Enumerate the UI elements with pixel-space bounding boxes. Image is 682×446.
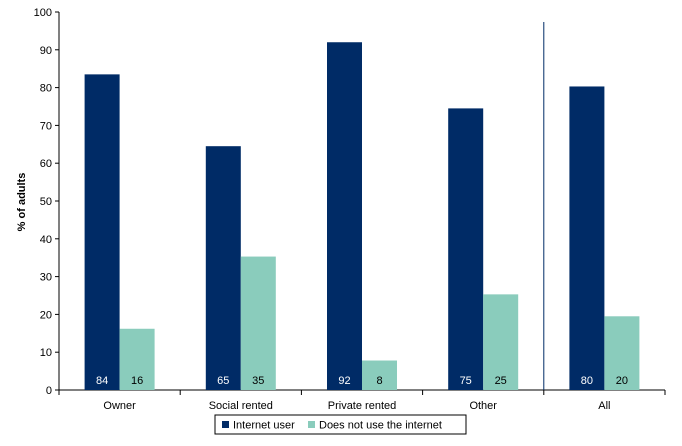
y-tick-label: 90 [40,45,52,57]
y-tick-label: 70 [40,120,52,132]
legend: Internet user Does not use the internet [214,414,467,435]
category-label: Owner [103,400,136,412]
bar-non-user [483,294,519,390]
y-tick-label: 10 [40,347,52,359]
bars [84,42,640,391]
data-label: 92 [338,375,350,387]
category-label: Other [469,400,497,412]
y-axis: 0 10 20 30 40 50 60 70 80 90 100 [34,7,60,397]
data-label: 16 [131,375,143,387]
data-label: 84 [96,375,108,387]
y-tick-label: 20 [40,309,52,321]
bar-non-user [240,256,276,390]
category-label: Social rented [209,400,273,412]
y-tick-label: 50 [40,196,52,208]
bar-non-user [604,316,640,390]
legend-box [214,414,467,435]
data-label: 65 [217,375,229,387]
bar-internet-user [327,42,362,391]
bar-non-user [362,360,397,390]
data-label: 25 [495,375,507,387]
y-tick-label: 80 [40,83,52,95]
data-labels: 84 16 65 35 92 8 75 25 80 20 [96,375,628,387]
y-tick-label: 0 [46,385,52,397]
legend-swatch [222,421,229,428]
legend-swatch [308,421,315,428]
bar-non-user [119,328,155,390]
category-label: Private rented [328,400,396,412]
bar-internet-user [569,86,605,390]
bar-internet-user [84,74,120,391]
y-tick-label: 100 [34,7,52,19]
category-labels: Owner Social rented Private rented Other All [103,400,610,412]
bar-internet-user [448,108,484,390]
data-label: 75 [460,375,472,387]
legend-entry: Internet user [233,420,295,432]
data-label: 8 [376,375,382,387]
data-label: 20 [616,375,628,387]
data-label: 35 [252,375,264,387]
bar-internet-user [205,146,241,390]
y-tick-label: 40 [40,234,52,246]
y-tick-label: 30 [40,272,52,284]
data-label: 80 [581,375,593,387]
y-axis-label: % of adults [16,173,28,232]
y-tick-label: 60 [40,158,52,170]
legend-entry: Does not use the internet [319,420,442,432]
category-label: All [598,400,610,412]
